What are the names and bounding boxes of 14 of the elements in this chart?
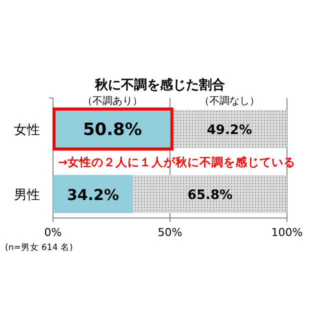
series-label: （不調なし） xyxy=(199,95,260,107)
annotation: →女性の２人に１人が秋に不調を感じている xyxy=(58,155,296,169)
data-label: 34.2% xyxy=(66,186,120,204)
data-label: 50.8% xyxy=(82,120,142,140)
data-label: 49.2% xyxy=(206,123,252,138)
text: (n=男女 614 名) xyxy=(5,242,73,253)
x-tick-label: 100% xyxy=(271,226,303,239)
y-tick-label: 女性 xyxy=(14,123,40,138)
x-tick-label: 50% xyxy=(158,226,182,239)
series-label: （不調あり） xyxy=(82,95,142,107)
x-tick-label: 0% xyxy=(44,226,62,239)
chart-title: 秋に不調を感じた割合 xyxy=(94,77,225,93)
y-tick-label: 男性 xyxy=(14,188,40,203)
data-label: 65.8% xyxy=(187,188,233,203)
